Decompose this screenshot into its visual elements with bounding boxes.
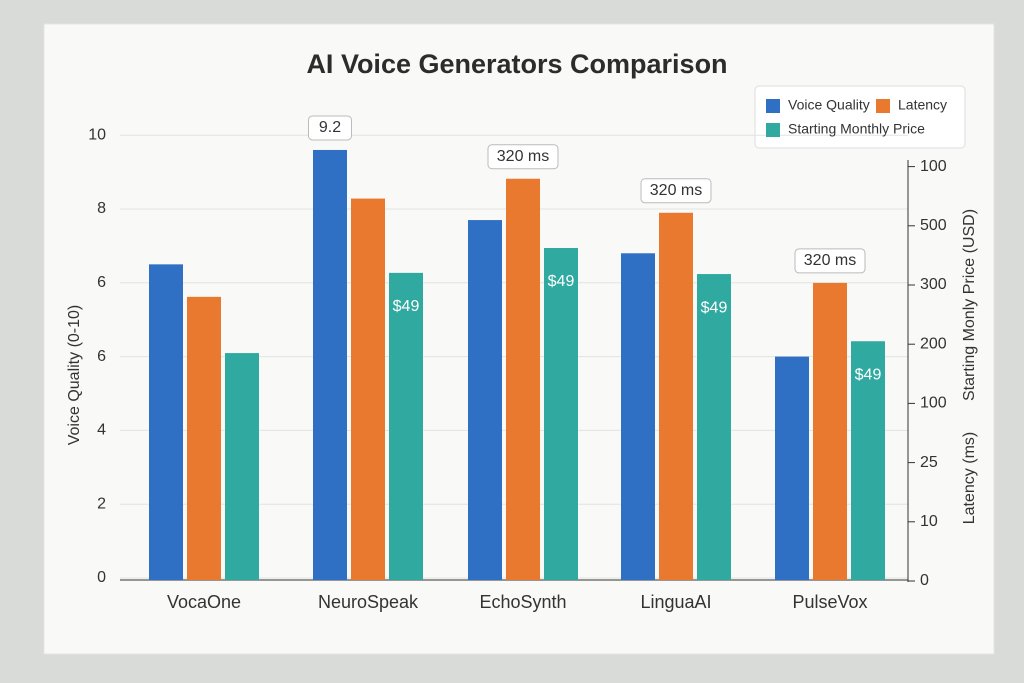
- y-axis-title: Voice Quality (0-10): [66, 305, 83, 446]
- bar: [775, 356, 809, 580]
- bar-annotation: 320 ms: [804, 252, 856, 269]
- bar: [468, 220, 502, 580]
- y2-tick-label: 100: [920, 158, 947, 175]
- bar: [187, 296, 221, 580]
- x-tick-label: LinguaAI: [640, 592, 711, 612]
- legend: [754, 85, 966, 149]
- bar: [149, 264, 183, 580]
- legend-label: Starting Monthly Price: [788, 121, 925, 137]
- bar: [351, 198, 385, 580]
- bar: [621, 253, 655, 580]
- y2-axis-title: Starting Monly Price (USD): [961, 209, 978, 401]
- y-tick-label: 10: [88, 126, 106, 143]
- legend-swatch: [766, 99, 780, 113]
- bar: [389, 272, 423, 580]
- x-tick-label: NeuroSpeak: [318, 592, 419, 612]
- y2-axis-title: Latency (ms): [961, 432, 978, 524]
- bar: [506, 178, 540, 580]
- annotation-box: [640, 178, 712, 204]
- legend-label: Latency: [898, 97, 947, 113]
- bar-annotation: 9.2: [319, 119, 341, 136]
- bar-annotation: $49: [855, 366, 882, 383]
- legend-swatch: [876, 99, 890, 113]
- y2-tick-label: 0: [920, 572, 929, 589]
- x-tick-label: EchoSynth: [479, 592, 566, 612]
- y-tick-label: 2: [97, 495, 106, 512]
- y2-tick-label: 500: [920, 217, 947, 234]
- y2-tick-label: 100: [920, 395, 947, 412]
- y2-tick-label: 25: [920, 454, 938, 471]
- annotation-box: [794, 248, 866, 274]
- annotation-box: [487, 144, 559, 170]
- chart-title: AI Voice Generators Comparison: [306, 49, 727, 79]
- x-tick-label: VocaOne: [167, 592, 241, 612]
- bar: [659, 212, 693, 580]
- annotation-box: [308, 115, 352, 141]
- bar: [313, 149, 347, 580]
- x-tick-label: PulseVox: [792, 592, 867, 612]
- y-tick-label: 6: [97, 274, 106, 291]
- y-tick-label: 0: [97, 569, 106, 586]
- bar: [544, 248, 578, 580]
- y-tick-label: 6: [97, 348, 106, 365]
- y2-tick-label: 10: [920, 513, 938, 530]
- y2-tick-label: 300: [920, 276, 947, 293]
- bar-annotation: 320 ms: [497, 148, 549, 165]
- y-tick-label: 8: [97, 200, 106, 217]
- bar: [697, 274, 731, 580]
- bar-annotation: $49: [393, 298, 420, 315]
- bar: [225, 353, 259, 580]
- bar: [813, 282, 847, 580]
- bar-annotation: $49: [701, 299, 728, 316]
- y2-tick-label: 200: [920, 335, 947, 352]
- legend-swatch: [766, 123, 780, 137]
- bar: [851, 341, 885, 580]
- bar-annotation: $49: [548, 273, 575, 290]
- legend-label: Voice Quality: [788, 97, 870, 113]
- y-tick-label: 4: [97, 422, 106, 439]
- bar-annotation: 320 ms: [650, 182, 702, 199]
